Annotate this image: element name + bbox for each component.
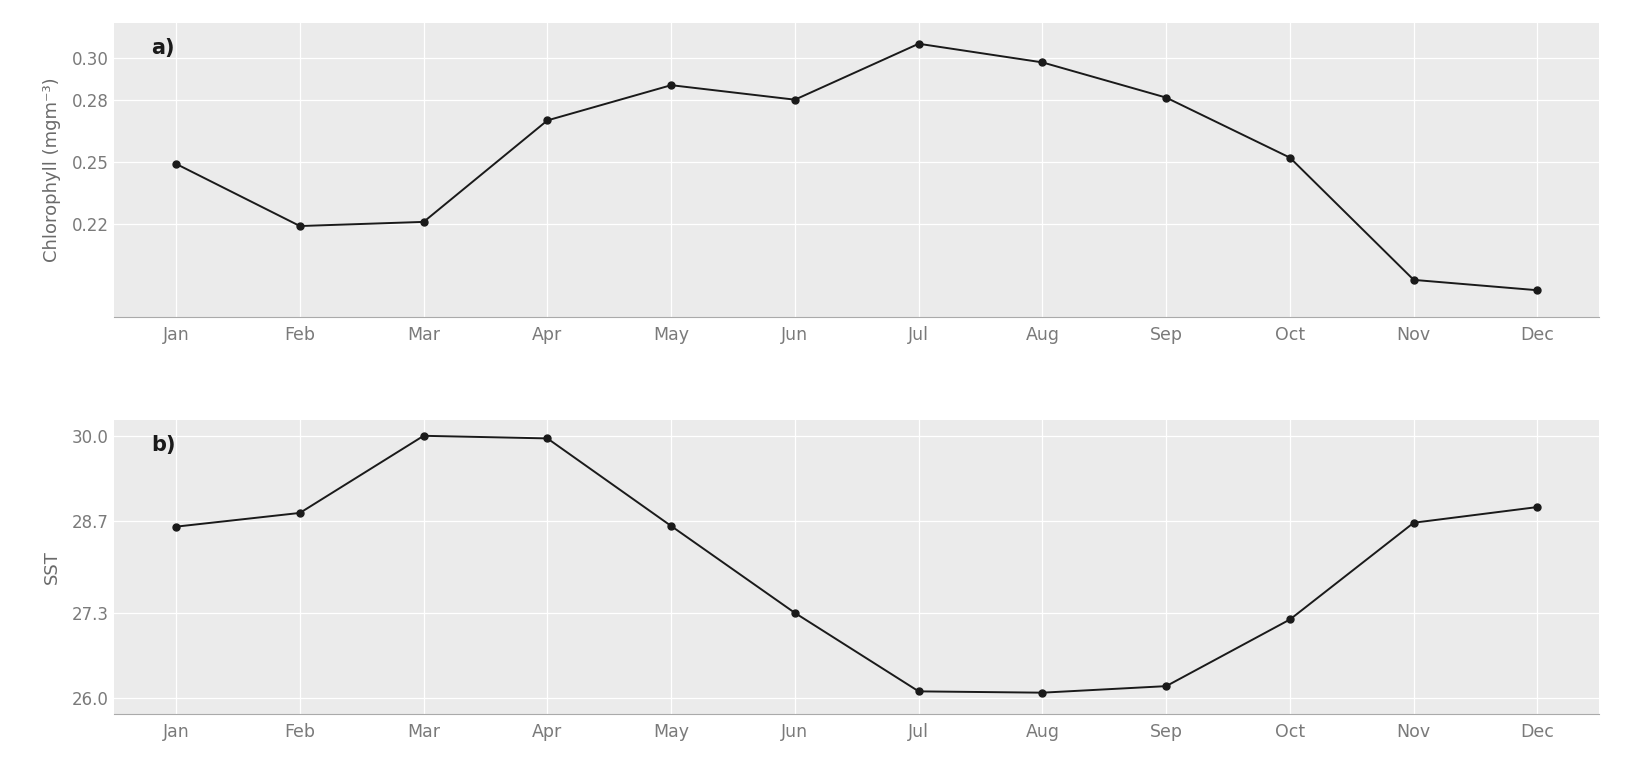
Y-axis label: SST: SST	[42, 550, 60, 584]
Text: a): a)	[152, 38, 175, 58]
Text: b): b)	[152, 435, 176, 455]
Y-axis label: Chlorophyll (mgm⁻³): Chlorophyll (mgm⁻³)	[42, 78, 60, 263]
